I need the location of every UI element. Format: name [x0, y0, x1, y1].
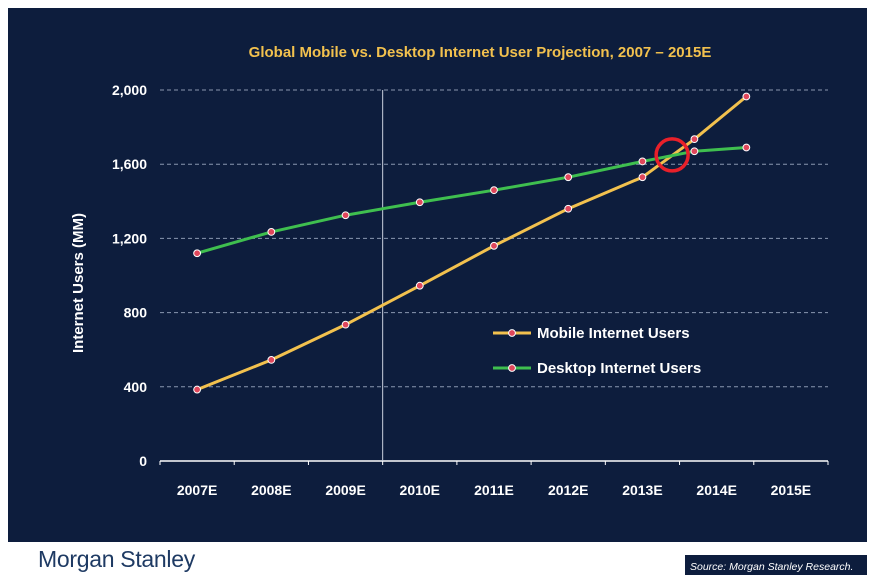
data-point-desktop [341, 211, 350, 220]
legend-label: Mobile Internet Users [537, 325, 690, 342]
series-line-desktop [196, 146, 747, 255]
legend-swatch-marker [508, 364, 516, 372]
y-axis-label: Internet Users (MM) [70, 213, 87, 353]
y-tick-labels: 0 400 800 1,200 1,600 2,000 [112, 82, 147, 469]
data-point-desktop [193, 249, 202, 258]
legend: Mobile Internet Users Desktop Internet Us… [493, 325, 701, 377]
data-point-mobile [490, 241, 498, 250]
data-point-desktop [267, 228, 276, 236]
chart-title: Global Mobile vs. Desktop Internet User … [249, 44, 712, 61]
grid-lines [159, 89, 829, 465]
crossover-highlight-circle [654, 137, 690, 173]
brand-logo-text: Morgan Stanley [38, 546, 195, 572]
y-tick-label: 1,600 [112, 156, 147, 172]
data-point-desktop [564, 173, 573, 182]
data-point-mobile [415, 281, 424, 290]
x-tick-label: 2011E [474, 482, 514, 498]
data-point-desktop [742, 143, 751, 152]
data-point-mobile [341, 320, 350, 329]
data-point-mobile [690, 135, 699, 144]
legend-swatch-marker [508, 329, 516, 337]
data-point-mobile [267, 356, 276, 364]
y-tick-label: 1,200 [112, 230, 147, 246]
x-tick-label: 2009E [325, 482, 365, 498]
data-point-desktop [490, 186, 498, 195]
x-tick-label: 2008E [251, 482, 291, 498]
y-tick-label: 0 [139, 453, 147, 469]
data-point-desktop [415, 198, 424, 207]
x-tick-label: 2010E [400, 482, 440, 498]
y-tick-label: 2,000 [112, 82, 147, 98]
source-note: Source: Morgan Stanley Research. [690, 561, 854, 573]
series-markers [193, 92, 751, 394]
x-tick-label: 2012E [548, 482, 588, 498]
x-tick-labels: 2007E 2008E 2009E 2010E 2011E 2012E 2013E 2014E… [177, 482, 811, 498]
x-tick-label: 2007E [177, 482, 217, 498]
y-tick-label: 400 [124, 379, 148, 395]
data-point-desktop [638, 157, 647, 166]
data-point-mobile [638, 173, 647, 182]
legend-label: Desktop Internet Users [537, 360, 701, 377]
y-tick-label: 800 [124, 305, 148, 321]
x-tick-label: 2013E [622, 482, 662, 498]
line-chart: Global Mobile vs. Desktop Internet User … [70, 44, 829, 498]
x-tick-label: 2015E [771, 482, 811, 498]
x-tick-label: 2014E [696, 482, 736, 498]
chart-panel: Global Mobile vs. Desktop Internet User … [8, 8, 867, 542]
annotations [654, 137, 690, 173]
data-point-mobile [742, 92, 751, 101]
data-point-desktop [690, 147, 699, 156]
source-band [685, 555, 867, 575]
data-point-mobile [193, 385, 202, 394]
data-point-mobile [564, 204, 573, 213]
